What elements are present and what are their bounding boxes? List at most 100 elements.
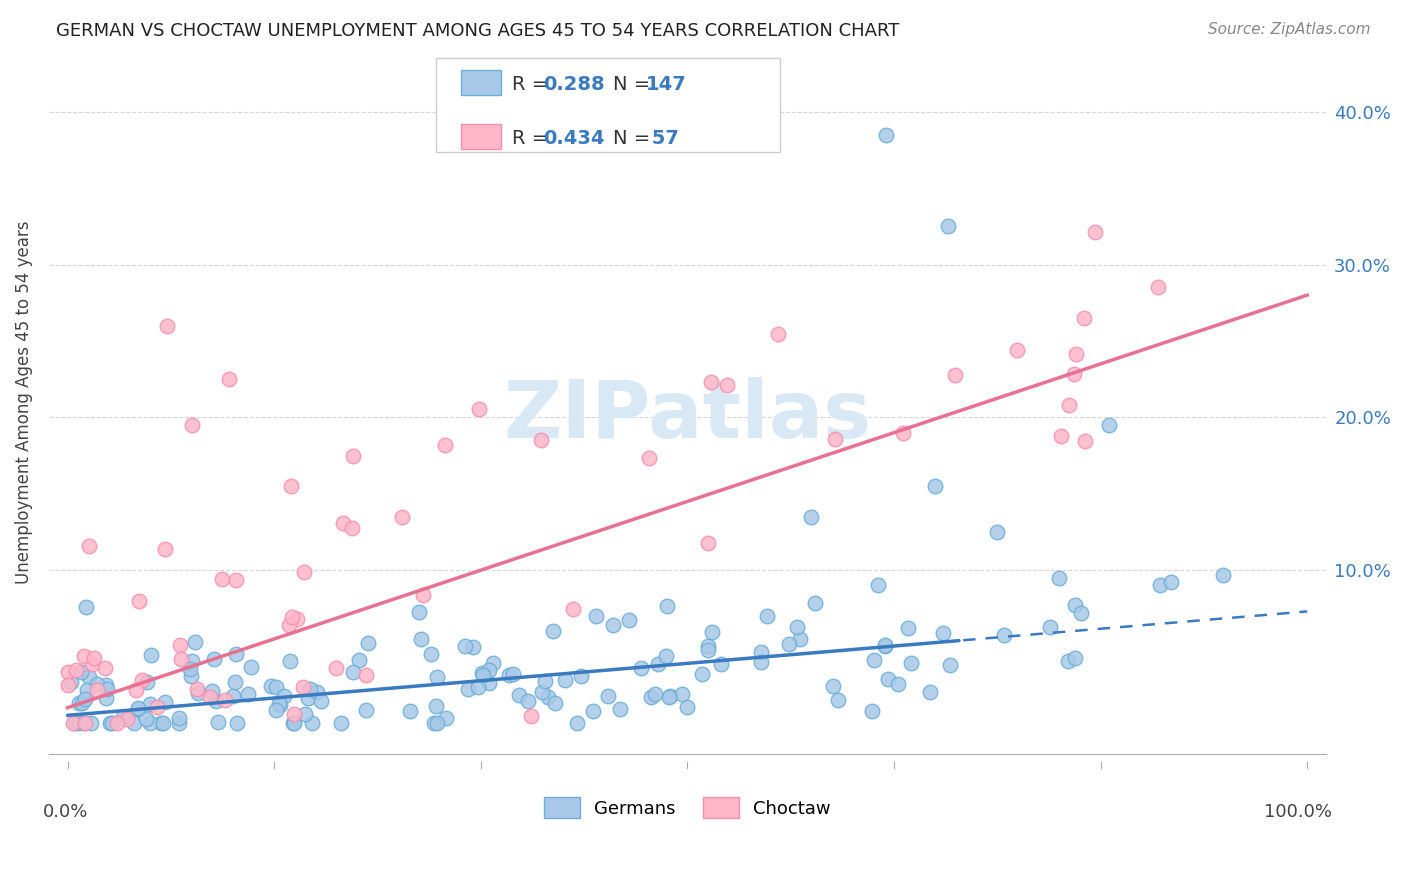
Point — [183, 635, 205, 649]
Point — [530, 685, 553, 699]
Point — [675, 699, 697, 714]
Point — [863, 653, 886, 667]
Point — [423, 715, 446, 730]
Point — [115, 712, 138, 726]
Point — [96, 691, 118, 706]
Point — [94, 661, 117, 675]
Point — [516, 694, 538, 708]
Point — [153, 695, 176, 709]
Text: ZIPatlas: ZIPatlas — [503, 377, 872, 455]
Point — [56, 678, 79, 692]
Point — [498, 668, 520, 682]
Point — [96, 681, 118, 696]
Point — [202, 651, 225, 665]
Point — [67, 696, 90, 710]
Point — [65, 663, 87, 677]
Point — [426, 670, 449, 684]
Point — [278, 618, 301, 632]
Point — [128, 594, 150, 608]
Point — [340, 521, 363, 535]
Point — [875, 638, 897, 652]
Point — [79, 539, 101, 553]
Point — [502, 666, 524, 681]
Point — [80, 715, 103, 730]
Point — [454, 639, 477, 653]
Point — [211, 572, 233, 586]
Point — [269, 698, 291, 712]
Point — [697, 535, 720, 549]
Legend: Germans, Choctaw: Germans, Choctaw — [537, 790, 838, 825]
Point — [900, 657, 922, 671]
Point — [181, 654, 204, 668]
Point — [936, 219, 959, 234]
Point — [554, 673, 576, 687]
Point — [136, 674, 159, 689]
Point — [644, 687, 666, 701]
Point — [187, 686, 209, 700]
Point — [875, 128, 897, 142]
Point — [218, 372, 240, 386]
Point — [1063, 367, 1085, 381]
Point — [778, 637, 800, 651]
Point — [1047, 571, 1070, 585]
Point — [186, 682, 208, 697]
Point — [1056, 654, 1078, 668]
Point — [70, 665, 93, 679]
Point — [426, 715, 449, 730]
Point — [347, 653, 370, 667]
Point — [280, 479, 302, 493]
Point — [749, 656, 772, 670]
Point — [1149, 578, 1171, 592]
Point — [60, 675, 83, 690]
Point — [1064, 650, 1087, 665]
Point — [541, 624, 564, 639]
Point — [637, 450, 659, 465]
Point — [565, 715, 588, 730]
Point — [585, 608, 607, 623]
Point — [149, 715, 172, 730]
Point — [562, 602, 585, 616]
Point — [222, 690, 245, 704]
Point — [391, 509, 413, 524]
Text: 147: 147 — [645, 75, 686, 95]
Point — [167, 711, 190, 725]
Point — [205, 694, 228, 708]
Point — [467, 680, 489, 694]
Text: 57: 57 — [645, 128, 679, 148]
Point — [1084, 226, 1107, 240]
Point — [357, 636, 380, 650]
Point — [602, 617, 624, 632]
Point — [201, 683, 224, 698]
Point — [342, 449, 364, 463]
Point — [135, 712, 157, 726]
Point — [169, 638, 191, 652]
Point — [457, 682, 479, 697]
Point — [1057, 398, 1080, 412]
Point — [180, 669, 202, 683]
Point — [471, 667, 494, 681]
Point — [692, 666, 714, 681]
Point — [425, 698, 447, 713]
Point — [886, 676, 908, 690]
Point — [478, 675, 501, 690]
Point — [1064, 599, 1087, 613]
Point — [285, 612, 308, 626]
Point — [100, 715, 122, 730]
Point — [508, 688, 530, 702]
Point — [654, 648, 676, 663]
Point — [1212, 568, 1234, 582]
Point — [292, 680, 315, 694]
Point — [236, 687, 259, 701]
Point — [658, 690, 681, 705]
Point — [419, 648, 441, 662]
Point — [307, 684, 329, 698]
Point — [152, 715, 174, 730]
Point — [1073, 311, 1095, 326]
Point — [821, 679, 844, 693]
Point — [939, 658, 962, 673]
Point — [325, 661, 347, 675]
Point — [83, 651, 105, 665]
Point — [697, 643, 720, 657]
Point — [354, 703, 377, 717]
Point — [122, 715, 145, 730]
